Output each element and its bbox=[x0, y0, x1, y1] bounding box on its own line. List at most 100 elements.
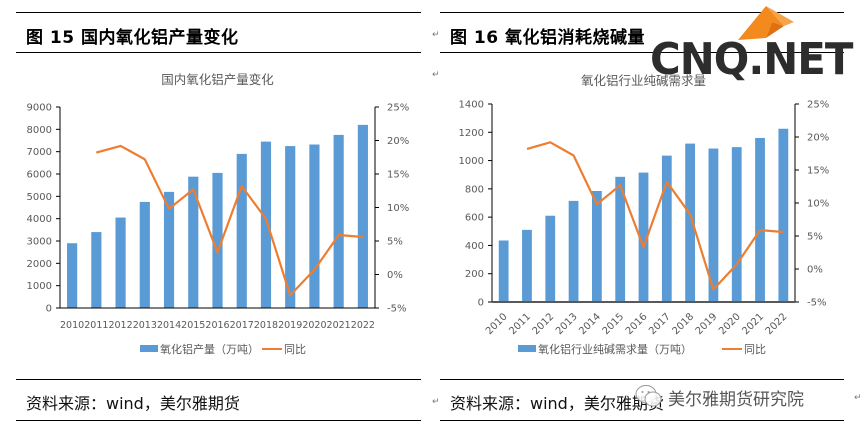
bar-2020 bbox=[731, 147, 742, 302]
x-axis-tick-label: 2014 bbox=[157, 320, 181, 331]
x-axis-tick-label: 2016 bbox=[205, 320, 229, 331]
x-axis-tick-label: 2019 bbox=[278, 320, 302, 331]
legend-line-label: 同比 bbox=[284, 343, 306, 356]
bar-2021 bbox=[333, 134, 344, 308]
bar-2018 bbox=[260, 141, 272, 308]
left-axis-tick-label: 6000 bbox=[27, 170, 52, 181]
left-axis-tick-label: 0 bbox=[478, 298, 484, 309]
right-axis-tick-label: 25% bbox=[387, 103, 409, 114]
x-axis-tick-label: 2015 bbox=[601, 311, 627, 337]
right-axis-tick-label: 0% bbox=[807, 265, 823, 276]
x-axis-tick-label: 2010 bbox=[60, 320, 84, 331]
paragraph-mark: ↵ bbox=[854, 393, 862, 403]
right-axis-tick-label: -5% bbox=[807, 298, 826, 309]
right-axis-tick-label: 10% bbox=[807, 199, 829, 210]
left-axis-tick-label: 9000 bbox=[27, 103, 52, 114]
bar-2021 bbox=[755, 137, 765, 302]
bar-2019 bbox=[708, 148, 719, 302]
bar-2014 bbox=[591, 190, 602, 302]
chart-title: 氧化铝行业纯碱需求量 bbox=[581, 73, 706, 88]
left-axis-tick-label: 400 bbox=[465, 241, 484, 252]
left-axis-tick-label: 8000 bbox=[27, 125, 52, 136]
bar-2011 bbox=[91, 232, 102, 308]
x-axis-tick-label: 2016 bbox=[624, 311, 650, 337]
chart-alumina-soda-demand: 氧化铝行业纯碱需求量 0 200 400 600 800 1000 1200 1400 -5% 0%… bbox=[459, 73, 830, 356]
brand-name-text: 美尔雅期货研究院 bbox=[668, 390, 804, 410]
title-rule bbox=[16, 52, 421, 53]
x-axis-tick-label: 2017 bbox=[230, 320, 254, 331]
bar-2014 bbox=[163, 191, 175, 308]
x-axis-tick-label: 2014 bbox=[577, 311, 603, 337]
left-axis-tick-label: 1400 bbox=[459, 100, 484, 111]
bar-2013 bbox=[568, 200, 579, 302]
x-axis-tick-label: 2018 bbox=[670, 311, 696, 337]
source-top-rule bbox=[16, 379, 421, 380]
right-axis-tick-label: 15% bbox=[807, 166, 829, 177]
wechat-icon bbox=[635, 385, 662, 407]
source-top-rule bbox=[440, 379, 844, 380]
figure-15-source: 资料来源：wind，美尔雅期货 bbox=[26, 394, 240, 413]
bar-2012 bbox=[115, 217, 126, 308]
right-axis-tick-label: 20% bbox=[807, 133, 829, 144]
x-axis-tick-label: 2013 bbox=[554, 311, 580, 337]
x-axis-tick-label: 2012 bbox=[531, 311, 557, 337]
cnq-logo-text: CNQ.NET bbox=[650, 34, 853, 85]
yoy-line bbox=[526, 141, 784, 291]
x-axis-tick-label: 2011 bbox=[507, 311, 533, 337]
bar-2013 bbox=[139, 201, 150, 308]
x-axis-tick-label: 2020 bbox=[302, 320, 326, 331]
right-axis-tick-label: -5% bbox=[387, 304, 406, 315]
left-axis-tick-label: 4000 bbox=[27, 214, 52, 225]
figure-15-title: 图 15 国内氧化铝产量变化 bbox=[26, 28, 239, 48]
left-axis-tick-label: 5000 bbox=[27, 192, 52, 203]
x-axis-tick-label: 2022 bbox=[351, 320, 375, 331]
left-axis-tick-label: 600 bbox=[465, 213, 484, 224]
left-axis-tick-label: 800 bbox=[465, 184, 484, 195]
left-axis-tick-label: 0 bbox=[46, 304, 52, 315]
bar-2016 bbox=[212, 172, 223, 308]
x-axis-tick-label: 2018 bbox=[254, 320, 278, 331]
bar-2010 bbox=[498, 240, 509, 302]
right-axis-tick-label: 25% bbox=[807, 100, 829, 111]
cnq-watermark-logo: CNQ.NET bbox=[648, 4, 864, 84]
x-axis-tick-label: 2012 bbox=[108, 320, 132, 331]
top-rule bbox=[440, 12, 844, 13]
figure-15-panel: 图 15 国内氧化铝产量变化 国内氧化铝产量变化 0 1000 2000 3000 400… bbox=[16, 12, 421, 421]
figure-16-panel: ↵ ↵ ↵ 图 16 氧化铝消耗烧碱量 氧化铝行业纯碱需求量 0 200 400 600… bbox=[432, 0, 864, 433]
chart-title: 国内氧化铝产量变化 bbox=[161, 72, 274, 87]
bar-2018 bbox=[685, 143, 696, 302]
bar-2019 bbox=[285, 146, 296, 308]
legend-bar-swatch bbox=[140, 345, 158, 352]
right-axis-tick-label: 10% bbox=[387, 203, 409, 214]
yoy-line bbox=[96, 144, 363, 297]
bar-2022 bbox=[357, 124, 368, 308]
figure-16-title: 图 16 氧化铝消耗烧碱量 bbox=[450, 28, 645, 48]
right-axis-tick-label: 5% bbox=[387, 237, 403, 248]
legend-bar-swatch bbox=[518, 345, 536, 352]
bar-2017 bbox=[661, 155, 672, 302]
x-axis-tick-label: 2015 bbox=[181, 320, 205, 331]
left-axis-tick-label: 2000 bbox=[27, 259, 52, 270]
x-axis-tick-label: 2011 bbox=[84, 320, 108, 331]
bar-2015 bbox=[188, 176, 199, 308]
left-axis-tick-label: 200 bbox=[465, 269, 484, 280]
legend-bar-label: 氧化铝产量（万吨） bbox=[160, 342, 259, 356]
left-axis-tick-label: 7000 bbox=[27, 147, 52, 158]
legend-bar-label: 氧化铝行业纯碱需求量（万吨） bbox=[538, 342, 692, 356]
bar-2022 bbox=[778, 128, 789, 302]
paragraph-mark: ↵ bbox=[432, 397, 440, 407]
figure-16-source: 资料来源：wind，美尔雅期货 bbox=[450, 394, 664, 413]
legend-line-label: 同比 bbox=[744, 343, 766, 356]
x-axis-tick-label: 2022 bbox=[764, 311, 790, 337]
bar-2015 bbox=[615, 176, 626, 302]
title-rule bbox=[440, 52, 844, 53]
left-axis-tick-label: 3000 bbox=[27, 237, 52, 248]
x-axis-tick-label: 2010 bbox=[484, 311, 510, 337]
left-axis-tick-label: 1000 bbox=[27, 281, 52, 292]
x-axis-tick-label: 2017 bbox=[647, 311, 673, 337]
bottom-rule bbox=[440, 420, 844, 421]
x-axis-tick-label: 2021 bbox=[740, 311, 766, 337]
x-axis-tick-label: 2019 bbox=[694, 311, 720, 337]
bar-2011 bbox=[522, 229, 532, 302]
bar-2017 bbox=[236, 153, 247, 308]
